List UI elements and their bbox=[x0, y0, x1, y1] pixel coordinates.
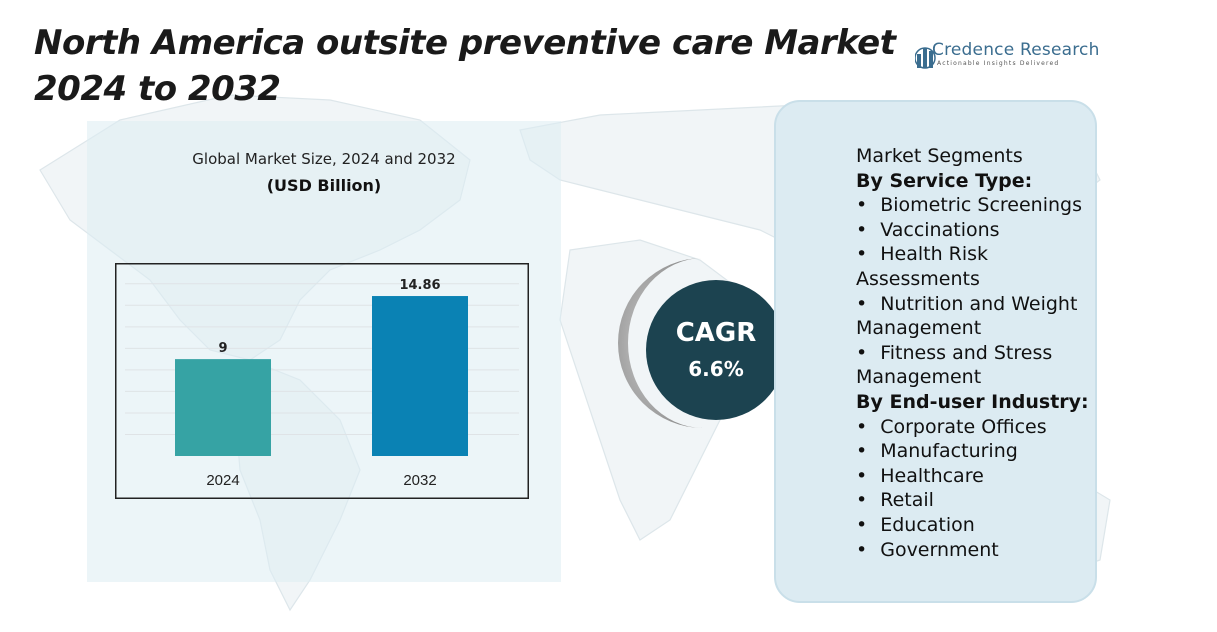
x-tick-label-2032: 2032 bbox=[403, 472, 436, 489]
chart-title: Global Market Size, 2024 and 2032 bbox=[192, 150, 456, 168]
industry-item: Retail bbox=[856, 488, 1106, 513]
end-user-heading: By End-user Industry: bbox=[856, 390, 1089, 413]
bars: 9 2024 14.86 2032 bbox=[175, 278, 468, 489]
service-type-heading: By Service Type: bbox=[856, 169, 1033, 192]
segments-title: Market Segments bbox=[856, 145, 1023, 167]
data-label-2024: 9 bbox=[218, 341, 227, 356]
service-item: Fitness and Stress Management bbox=[856, 341, 1106, 390]
logo-tagline: Actionable Insights Delivered bbox=[937, 60, 1060, 67]
service-item: Biometric Screenings bbox=[856, 193, 1106, 218]
bar-chart: 9 2024 14.86 2032 bbox=[115, 263, 529, 499]
cagr-badge bbox=[618, 258, 786, 428]
chart-panel bbox=[87, 121, 561, 582]
bar-2024 bbox=[175, 359, 271, 456]
page-title: North America outsite preventive care Ma… bbox=[34, 23, 896, 109]
cagr-value: 6.6% bbox=[688, 357, 744, 381]
data-label-2032: 14.86 bbox=[399, 278, 440, 293]
industry-item: Education bbox=[856, 513, 1106, 538]
industry-item: Healthcare bbox=[856, 464, 1106, 489]
industry-item: Government bbox=[856, 538, 1106, 563]
service-item: Vaccinations bbox=[856, 218, 1106, 243]
industry-item: Manufacturing bbox=[856, 439, 1106, 464]
cagr-label: CAGR bbox=[675, 318, 757, 348]
segments-list: Market Segments By Service Type: Biometr… bbox=[856, 144, 1106, 562]
service-item: Nutrition and Weight Management bbox=[856, 292, 1106, 341]
chart-frame bbox=[115, 263, 529, 499]
x-tick-label-2024: 2024 bbox=[206, 472, 239, 489]
credence-logo-icon bbox=[915, 47, 936, 69]
chart-unit-label: (USD Billion) bbox=[266, 176, 382, 195]
service-item: Health Risk Assessments bbox=[856, 242, 1106, 291]
logo-brand: Credence Research bbox=[932, 40, 1100, 60]
bar-2032 bbox=[372, 296, 468, 456]
industry-item: Corporate Offices bbox=[856, 415, 1106, 440]
cagr-circle bbox=[646, 280, 786, 420]
